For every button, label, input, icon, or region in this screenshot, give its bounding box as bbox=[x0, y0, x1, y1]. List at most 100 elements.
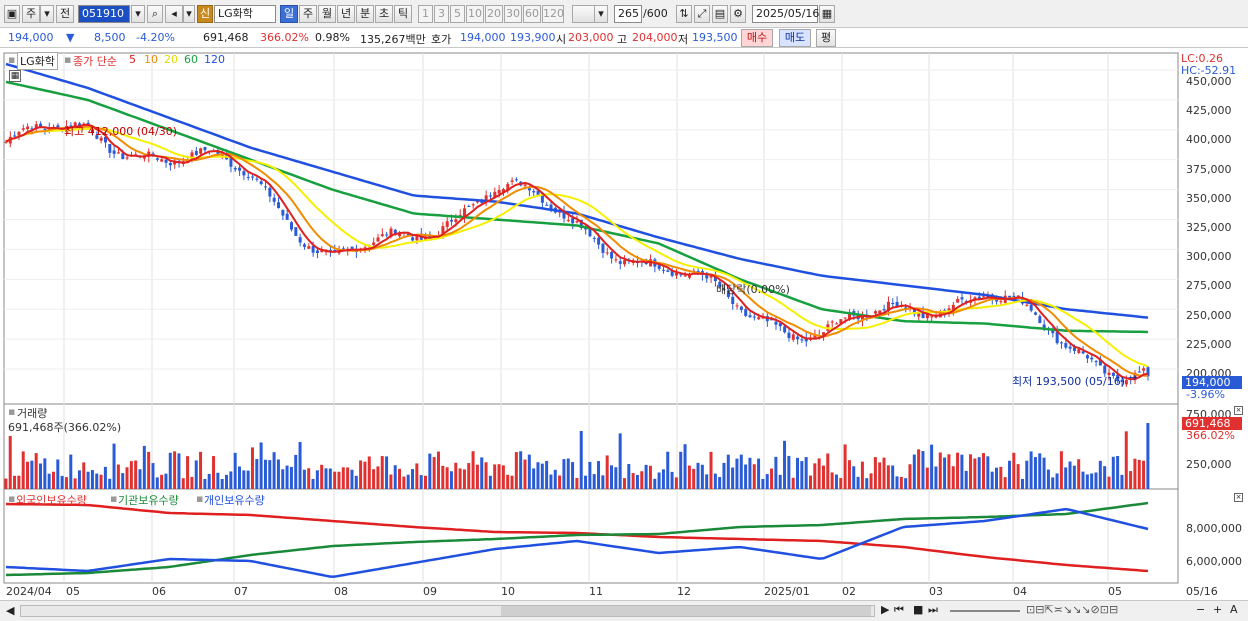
period-button-3[interactable]: 년 bbox=[337, 5, 355, 23]
candle-body bbox=[1012, 295, 1016, 297]
eval-button[interactable]: 평 bbox=[816, 29, 836, 47]
volume-bar bbox=[337, 471, 341, 489]
candle-body bbox=[389, 228, 393, 237]
period-button-6[interactable]: 틱 bbox=[394, 5, 412, 23]
candle-body bbox=[43, 128, 47, 130]
volume-bar bbox=[199, 451, 203, 489]
period-button-5[interactable]: 초 bbox=[375, 5, 393, 23]
interval-dropdown-icon[interactable]: ▾ bbox=[594, 5, 608, 23]
candle-body bbox=[476, 200, 480, 203]
chart-type-icon[interactable]: ⤢ bbox=[694, 5, 710, 23]
volume-bar bbox=[116, 464, 120, 489]
tool-icons[interactable]: ⊡⊟⇱≍↘↘↘⊘⊡⊟ bbox=[1026, 603, 1119, 616]
period-button-0[interactable]: 일 bbox=[280, 5, 298, 23]
close-holding-icon[interactable]: × bbox=[1234, 493, 1243, 502]
settings-icon[interactable]: ⚙ bbox=[730, 5, 746, 23]
candle-body bbox=[501, 189, 505, 193]
scroll-thumb[interactable] bbox=[501, 606, 871, 616]
volume-bar bbox=[1094, 472, 1098, 489]
zoom-slider[interactable] bbox=[950, 610, 1020, 612]
volume-bar bbox=[1033, 457, 1037, 489]
candle-body bbox=[380, 234, 384, 237]
mode-dropdown-icon[interactable]: ▾ bbox=[40, 5, 54, 23]
compare-icon[interactable]: ⇅ bbox=[676, 5, 692, 23]
sell-button[interactable]: 매도 bbox=[779, 29, 811, 47]
candle-body bbox=[341, 248, 345, 250]
volume-bar bbox=[1081, 471, 1085, 489]
candle-body bbox=[229, 157, 233, 167]
volume-bar bbox=[904, 478, 908, 489]
volume-bar bbox=[4, 478, 8, 489]
candle-body bbox=[56, 125, 60, 128]
candle-body bbox=[1103, 365, 1107, 374]
auto-icon[interactable]: A bbox=[1230, 603, 1238, 616]
volume-bar bbox=[69, 454, 73, 489]
stop-icon[interactable]: ■ bbox=[913, 603, 924, 616]
volume-bar bbox=[458, 468, 462, 489]
minute-button-30[interactable]: 30 bbox=[504, 5, 522, 23]
volume-bar bbox=[510, 475, 514, 489]
search-icon[interactable]: ⌕ bbox=[147, 5, 163, 23]
minute-button-120[interactable]: 120 bbox=[542, 5, 564, 23]
volume-bar bbox=[255, 459, 259, 489]
legend-ma10: 10 bbox=[144, 53, 158, 66]
volume-bar bbox=[696, 462, 700, 489]
rewind-icon[interactable]: ⏮ bbox=[894, 603, 904, 616]
chart-canvas[interactable] bbox=[0, 49, 1248, 609]
volume-bar bbox=[713, 473, 717, 489]
mode-button-2[interactable]: 전 bbox=[56, 5, 74, 23]
quote-bar: 194,000 ▼ 8,500 -4.20% 691,468 366.02% 0… bbox=[0, 28, 1248, 48]
volume-bar bbox=[882, 457, 886, 489]
code-dropdown-icon[interactable]: ▾ bbox=[131, 5, 145, 23]
x-axis-label: 2025/01 bbox=[764, 585, 810, 598]
table-icon[interactable]: ▦ bbox=[9, 70, 21, 82]
candle-body bbox=[73, 122, 77, 127]
price-tick: 325,000 bbox=[1186, 221, 1232, 234]
volume-bar bbox=[514, 452, 518, 489]
minute-button-60[interactable]: 60 bbox=[523, 5, 541, 23]
period-button-4[interactable]: 분 bbox=[356, 5, 374, 23]
window-icon[interactable]: ▣ bbox=[4, 5, 20, 23]
speaker-dropdown-icon[interactable]: ▾ bbox=[183, 5, 195, 23]
minute-button-10[interactable]: 10 bbox=[466, 5, 484, 23]
close-volume-icon[interactable]: × bbox=[1234, 406, 1243, 415]
mode-button-1[interactable]: 주 bbox=[22, 5, 40, 23]
volume-bar bbox=[151, 463, 155, 489]
minute-button-1[interactable]: 1 bbox=[418, 5, 433, 23]
volume-bar bbox=[103, 466, 107, 489]
zoom-in-icon[interactable]: + bbox=[1213, 603, 1223, 616]
period-button-2[interactable]: 월 bbox=[318, 5, 336, 23]
calendar-icon[interactable]: ▦ bbox=[819, 5, 835, 23]
candle-body bbox=[774, 321, 778, 325]
stock-code-input[interactable]: 051910 bbox=[78, 5, 130, 23]
date-input[interactable]: 2025/05/16 bbox=[752, 5, 819, 23]
volume-bar bbox=[445, 467, 449, 489]
minute-button-3[interactable]: 3 bbox=[434, 5, 449, 23]
candle-body bbox=[251, 176, 255, 178]
volume-bar bbox=[934, 466, 938, 489]
volume-bar bbox=[155, 477, 159, 489]
period-button-1[interactable]: 주 bbox=[299, 5, 317, 23]
buy-button[interactable]: 매수 bbox=[741, 29, 773, 47]
legend-stock-name[interactable]: LG화학 bbox=[17, 52, 58, 70]
volume-bar bbox=[497, 464, 501, 489]
volume-bar bbox=[1029, 451, 1033, 489]
volume-bar bbox=[774, 456, 778, 489]
volume-bar bbox=[1116, 455, 1120, 489]
forward-icon[interactable]: ⏭ bbox=[928, 603, 938, 616]
x-axis-label: 10 bbox=[501, 585, 515, 598]
volume-bar bbox=[493, 464, 497, 489]
minute-button-20[interactable]: 20 bbox=[485, 5, 503, 23]
stock-name-field[interactable]: LG화학 bbox=[214, 5, 276, 23]
save-icon[interactable]: ▤ bbox=[712, 5, 728, 23]
volume-bar bbox=[592, 474, 596, 489]
speaker-icon[interactable]: ◂ bbox=[165, 5, 183, 23]
candle-body bbox=[579, 219, 583, 228]
count-input[interactable]: 265 bbox=[614, 5, 642, 23]
minute-button-5[interactable]: 5 bbox=[450, 5, 465, 23]
scroll-right-icon[interactable]: ▶ bbox=[881, 603, 890, 616]
scroll-left-icon[interactable]: ◀ bbox=[6, 604, 15, 617]
horizontal-scrollbar[interactable] bbox=[20, 605, 875, 617]
candle-body bbox=[506, 183, 510, 191]
zoom-out-icon[interactable]: − bbox=[1196, 603, 1206, 616]
